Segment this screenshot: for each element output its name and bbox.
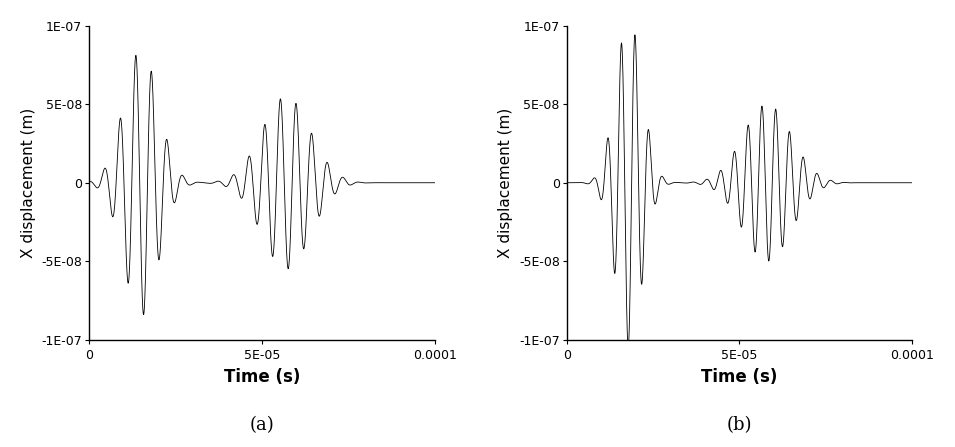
X-axis label: Time (s): Time (s) [223,368,300,386]
Text: (b): (b) [727,416,753,434]
Y-axis label: X displacement (m): X displacement (m) [21,108,36,258]
Text: (a): (a) [249,416,274,434]
Y-axis label: X displacement (m): X displacement (m) [499,108,514,258]
X-axis label: Time (s): Time (s) [701,368,777,386]
